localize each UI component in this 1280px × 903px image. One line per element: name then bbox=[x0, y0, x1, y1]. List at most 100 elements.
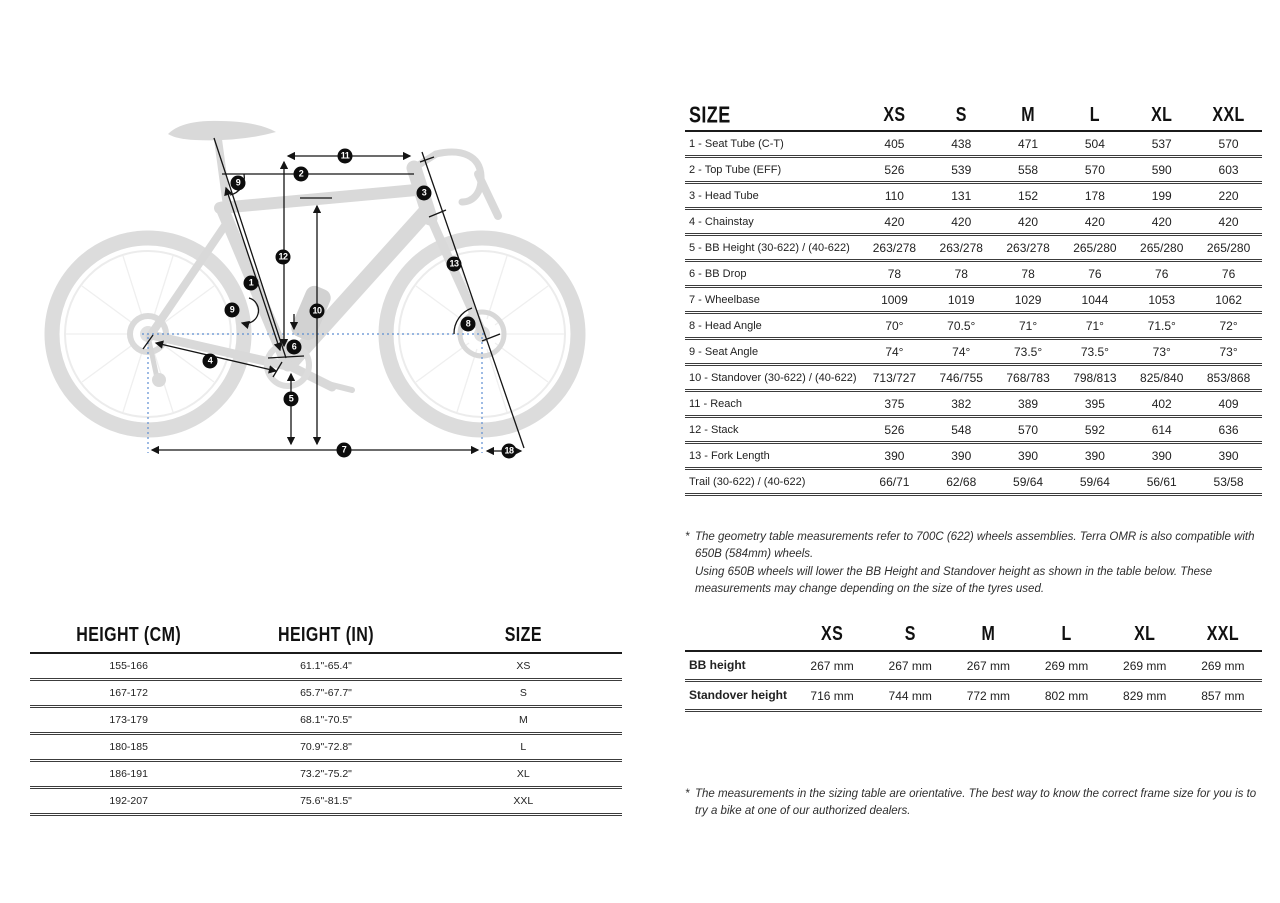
column-header: L bbox=[1027, 622, 1106, 652]
measure-marker-11: 11 bbox=[337, 148, 353, 164]
cell-value: 263/278 bbox=[927, 234, 995, 262]
column-header bbox=[685, 622, 793, 652]
cell-value: 65.7"-67.7" bbox=[227, 679, 425, 708]
cell-value: S bbox=[424, 679, 622, 708]
row-label: 13 - Fork Length bbox=[685, 442, 861, 470]
footnote-line: The geometry table measurements refer to… bbox=[695, 531, 1255, 561]
cell-value: 78 bbox=[994, 260, 1062, 288]
column-header-label: XXL bbox=[1212, 103, 1245, 126]
cell-value: 61.1"-65.4" bbox=[227, 653, 425, 681]
row-label: 186-191 bbox=[30, 760, 228, 789]
column-header-label: M bbox=[1021, 103, 1035, 126]
measure-marker-10: 10 bbox=[309, 303, 325, 319]
row-label: Standover height bbox=[685, 680, 793, 712]
column-header-label: S bbox=[955, 103, 967, 126]
cell-value: 62/68 bbox=[927, 468, 995, 496]
footnote-asterisk: * bbox=[685, 788, 690, 800]
table-row: 186-191 73.2"-75.2" XL bbox=[30, 760, 622, 789]
footnote-line: Using 650B wheels will lower the BB Heig… bbox=[695, 565, 1213, 595]
cell-value: 74° bbox=[861, 338, 928, 366]
cell-value: 71° bbox=[1061, 312, 1129, 340]
measure-marker-5: 5 bbox=[283, 391, 299, 407]
row-label: 2 - Top Tube (EFF) bbox=[685, 156, 861, 184]
cell-value: 798/813 bbox=[1061, 364, 1129, 392]
header-row: HEIGHT (CM) HEIGHT (IN) SIZE bbox=[30, 622, 622, 654]
measure-marker-6: 6 bbox=[286, 339, 302, 355]
cell-value: 592 bbox=[1061, 416, 1129, 444]
column-header: XS bbox=[861, 103, 928, 132]
row-label: 167-172 bbox=[30, 679, 228, 708]
table-row: 2 - Top Tube (EFF) 526 539 558 570 590 603 bbox=[685, 156, 1262, 184]
column-header: L bbox=[1061, 103, 1129, 132]
cell-value: 131 bbox=[927, 182, 995, 210]
cell-value: 265/280 bbox=[1195, 234, 1262, 262]
footnote-line: The measurements in the sizing table are… bbox=[695, 788, 1257, 818]
cell-value: 75.6"-81.5" bbox=[227, 787, 425, 816]
sizing-table-container: HEIGHT (CM) HEIGHT (IN) SIZE 155-166 61.1"-6… bbox=[30, 622, 622, 816]
table-row: 3 - Head Tube 110 131 152 178 199 220 bbox=[685, 182, 1262, 210]
cell-value: 73.5° bbox=[1061, 338, 1129, 366]
measure-marker-1: 1 bbox=[243, 275, 259, 291]
column-header-label: XL bbox=[1151, 103, 1173, 126]
cell-value: XXL bbox=[424, 787, 622, 816]
saddle bbox=[168, 120, 276, 141]
cell-value: 1029 bbox=[994, 286, 1062, 314]
geometry-footnote: * The geometry table measurements refer … bbox=[685, 529, 1263, 598]
measure-marker-18: 18 bbox=[501, 443, 517, 459]
cell-value: 420 bbox=[1195, 208, 1262, 236]
row-label: 6 - BB Drop bbox=[685, 260, 861, 288]
cell-value: 570 bbox=[994, 416, 1062, 444]
cell-value: 72° bbox=[1195, 312, 1262, 340]
cell-value: 471 bbox=[994, 131, 1062, 158]
cell-value: XS bbox=[424, 653, 622, 681]
cell-value: 504 bbox=[1061, 131, 1129, 158]
column-header-label: SIZE bbox=[504, 624, 542, 647]
column-header: S bbox=[871, 622, 950, 652]
cell-value: 390 bbox=[1128, 442, 1196, 470]
cell-value: 267 mm bbox=[871, 651, 950, 682]
cell-value: 74° bbox=[927, 338, 995, 366]
cell-value: 78 bbox=[861, 260, 928, 288]
cell-value: 66/71 bbox=[861, 468, 928, 496]
cell-value: 438 bbox=[927, 131, 995, 158]
column-header: XXL bbox=[1195, 103, 1262, 132]
cell-value: 59/64 bbox=[994, 468, 1062, 496]
cell-value: 53/58 bbox=[1195, 468, 1262, 496]
column-header-label: HEIGHT (CM) bbox=[76, 624, 182, 647]
cell-value: M bbox=[424, 706, 622, 735]
measure-marker-13: 13 bbox=[446, 256, 462, 272]
row-label: 10 - Standover (30-622) / (40-622) bbox=[685, 364, 861, 392]
sizing-table: HEIGHT (CM) HEIGHT (IN) SIZE 155-166 61.1"-6… bbox=[30, 622, 622, 816]
measurement-lines bbox=[142, 137, 525, 456]
cell-value: 636 bbox=[1195, 416, 1262, 444]
cell-value: 744 mm bbox=[871, 680, 950, 712]
cell-value: 570 bbox=[1061, 156, 1129, 184]
cell-value: 548 bbox=[927, 416, 995, 444]
row-label: 7 - Wheelbase bbox=[685, 286, 861, 314]
cell-value: 71.5° bbox=[1128, 312, 1196, 340]
cell-value: 853/868 bbox=[1195, 364, 1262, 392]
geometry-table: SIZE XS S M L XL XXL 1 - Seat Tube (C-T) 405 438 4… bbox=[685, 102, 1262, 496]
cell-value: 1019 bbox=[927, 286, 995, 314]
table-row: 12 - Stack 526 548 570 592 614 636 bbox=[685, 416, 1262, 444]
row-label: 180-185 bbox=[30, 733, 228, 762]
row-label: 173-179 bbox=[30, 706, 228, 735]
cell-value: 420 bbox=[861, 208, 928, 236]
frame-tubes bbox=[145, 128, 502, 393]
column-header-label: S bbox=[904, 623, 916, 646]
cell-value: 382 bbox=[927, 390, 995, 418]
column-header: M bbox=[994, 103, 1062, 132]
row-label: 192-207 bbox=[30, 787, 228, 816]
table-row: 13 - Fork Length 390 390 390 390 390 390 bbox=[685, 442, 1262, 470]
cell-value: 802 mm bbox=[1027, 680, 1106, 712]
row-label: 9 - Seat Angle bbox=[685, 338, 861, 366]
cell-value: 390 bbox=[1195, 442, 1262, 470]
column-header: XXL bbox=[1183, 622, 1262, 652]
column-header: SIZE bbox=[424, 622, 622, 654]
cell-value: 537 bbox=[1128, 131, 1196, 158]
measure-marker-12: 12 bbox=[275, 249, 291, 265]
column-header: S bbox=[927, 103, 995, 132]
table-row: Standover height 716 mm 744 mm 772 mm 802 mm… bbox=[685, 680, 1262, 712]
table-row: BB height 267 mm 267 mm 267 mm 269 mm 269 mm 2… bbox=[685, 651, 1262, 682]
column-header-label: XS bbox=[883, 103, 906, 126]
